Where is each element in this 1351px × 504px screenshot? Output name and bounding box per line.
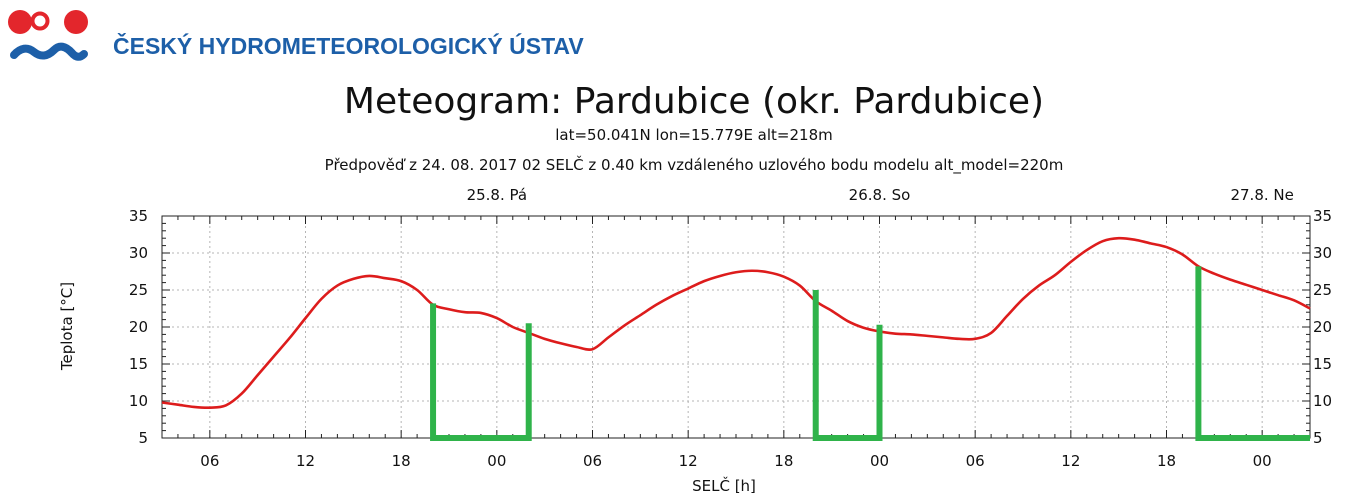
day-label: 25.8. Pá (467, 186, 528, 204)
night-marker (430, 303, 532, 441)
day-labels: 25.8. Pá 26.8. So 27.8. Ne (467, 186, 1294, 204)
y-tick-label-left: 35 (129, 207, 148, 225)
x-tick-label: 06 (583, 452, 602, 470)
chart-subtitle-2: Předpověď z 24. 08. 2017 02 SELČ z 0.40 … (325, 155, 1064, 175)
y-axis-label: Teplota [°C] (58, 282, 76, 371)
x-tick-label: 00 (1253, 452, 1272, 470)
x-tick-label: 12 (296, 452, 315, 470)
x-tick-label: 18 (1157, 452, 1176, 470)
y-tick-label-left: 5 (138, 429, 148, 447)
x-tick-label: 06 (966, 452, 985, 470)
chart-subtitle: lat=50.041N lon=15.779E alt=218m (555, 126, 833, 144)
logo-left-circle-icon (8, 10, 32, 34)
y-tick-label-right: 5 (1313, 429, 1323, 447)
chart-series (161, 236, 1311, 441)
night-marker (812, 290, 883, 441)
x-tick-label: 12 (679, 452, 698, 470)
org-name: ČESKÝ HYDROMETEOROLOGICKÝ ÚSTAV (113, 32, 584, 59)
y-tick-label-right: 30 (1313, 244, 1332, 262)
logo-right-circle-icon (64, 10, 88, 34)
y-tick-label-left: 30 (129, 244, 148, 262)
day-label: 26.8. So (849, 186, 911, 204)
y-tick-label-right: 15 (1313, 355, 1332, 373)
y-tick-label-right: 20 (1313, 318, 1332, 336)
y-tick-label-left: 10 (129, 392, 148, 410)
temperature-line (161, 236, 1311, 410)
y-tick-label-left: 25 (129, 281, 148, 299)
x-tick-label: 12 (1061, 452, 1080, 470)
x-tick-label: 18 (774, 452, 793, 470)
y-tick-label-right: 35 (1313, 207, 1332, 225)
chart-grid (162, 216, 1310, 438)
y-tick-label-left: 15 (129, 355, 148, 373)
x-tick-label: 00 (487, 452, 506, 470)
chart-title: Meteogram: Pardubice (okr. Pardubice) (344, 81, 1044, 122)
x-tick-label: 00 (870, 452, 889, 470)
day-label: 27.8. Ne (1230, 186, 1293, 204)
x-tick-label: 18 (392, 452, 411, 470)
logo-left-ring-icon (30, 11, 50, 31)
y-tick-label-right: 25 (1313, 281, 1332, 299)
y-tick-label-left: 20 (129, 318, 148, 336)
y-tick-label-right: 10 (1313, 392, 1332, 410)
chmu-logo-icon (8, 10, 88, 61)
chart-axes: 06 12 18 00 06 12 18 00 06 12 18 00 5 5 10 10 15 15 20 20 25… (129, 207, 1332, 470)
x-axis-label: SELČ [h] (692, 476, 756, 495)
night-marker (1195, 266, 1310, 441)
x-tick-label: 06 (200, 452, 219, 470)
logo-wave-icon (10, 42, 88, 61)
